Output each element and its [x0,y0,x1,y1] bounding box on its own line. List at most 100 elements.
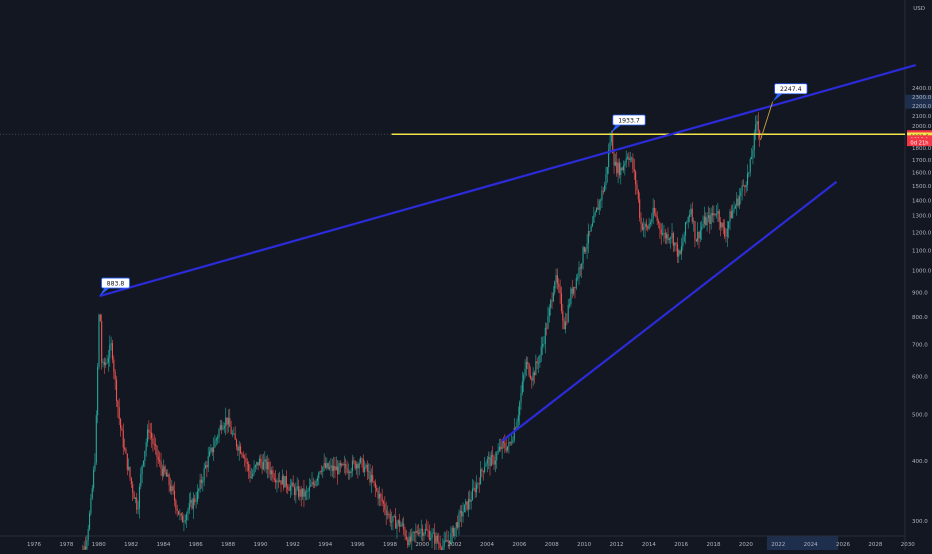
x-tick-label: 2006 [512,542,526,548]
candle-body [550,300,552,309]
x-tick-label: 2024 [804,542,818,548]
candle-body [323,463,325,467]
candle-body [404,529,406,537]
candle-body [111,343,114,360]
candle-body [528,363,530,376]
candle-body [377,490,379,499]
candle-body [601,190,603,201]
candle-body [138,486,140,509]
candle-body [729,211,731,222]
candle-body [250,476,252,478]
candle-body [91,488,93,499]
y-tick-label: 2300.0 [912,95,932,101]
candle-body [333,465,335,471]
candle-body [604,184,606,192]
candle-body [551,300,553,302]
candle-body [605,173,607,185]
candle-body [469,499,471,502]
candle-body [567,305,569,322]
candle-body [544,327,546,344]
x-tick-label: 1986 [189,542,203,548]
candle-body [214,440,216,448]
candle-body [430,537,432,540]
x-tick-label: 1988 [221,542,235,548]
candle-body [237,446,239,451]
annotation-box [774,83,808,95]
candle-body [195,501,197,502]
candle-body [411,533,413,542]
candle-body [703,216,705,224]
candle-body [128,466,130,470]
x-tick-label: 2000 [415,542,429,548]
candle-body [516,421,518,428]
candle-body [407,539,409,546]
candle-body [652,207,654,219]
candle-body [436,535,438,542]
candle-body [180,513,182,517]
candle-body [364,467,366,472]
candle-body [146,429,149,443]
candle-body [140,473,142,487]
candle-body [192,498,194,509]
candle-body [682,241,684,247]
candle-body [345,463,347,469]
candle-body [645,223,647,227]
candle-body [756,121,758,125]
candle-body [136,497,138,510]
candle-body [498,446,500,451]
candle-body [502,441,505,443]
candle-body [132,484,134,493]
candle-body [628,156,630,161]
y-tick-label: 2200.0 [912,104,932,110]
candle-body [675,242,677,244]
candle-body [121,428,123,431]
candle-body [435,535,437,544]
candle-body [467,499,469,510]
candle-body [222,428,224,430]
candle-body [687,217,689,222]
candle-body [179,513,181,515]
candle-body [296,486,298,489]
candle-body [633,168,635,172]
candle-body [506,446,509,451]
candle-body [670,237,672,239]
upper-trendline [99,64,917,298]
candle-body [326,463,328,468]
candle-body [724,227,726,237]
candle-body [556,275,558,284]
candle-body [515,427,517,429]
candle-body [734,205,736,209]
candle-body [382,501,385,504]
candle-body [218,429,220,437]
candle-body [672,233,674,246]
candle-body [161,468,163,476]
candle-body [231,433,234,435]
candle-body [246,461,248,464]
candle-body [388,513,390,515]
candle-body [93,469,95,489]
candle-body [458,512,460,528]
candle-body [679,250,681,254]
candle-body [616,161,618,174]
candle-body [320,471,323,472]
candle-body [365,464,367,468]
candle-body [581,263,583,269]
candle-body [408,536,410,546]
candle-body [248,463,250,471]
candle-body [194,498,196,502]
candle-body [639,199,641,218]
candle-body [357,464,359,469]
x-tick-label: 1990 [254,542,268,548]
candle-body [101,321,103,363]
candle-body [148,429,150,433]
candle-body [374,482,376,488]
candle-body [413,532,416,533]
candle-body [373,480,375,483]
y-tick-label: 300.0 [912,519,928,525]
candle-body [380,494,382,497]
candle-body [210,447,212,452]
candle-body [118,407,120,419]
candle-body [384,503,386,510]
candle-body [279,480,281,482]
candle-body [725,236,727,237]
